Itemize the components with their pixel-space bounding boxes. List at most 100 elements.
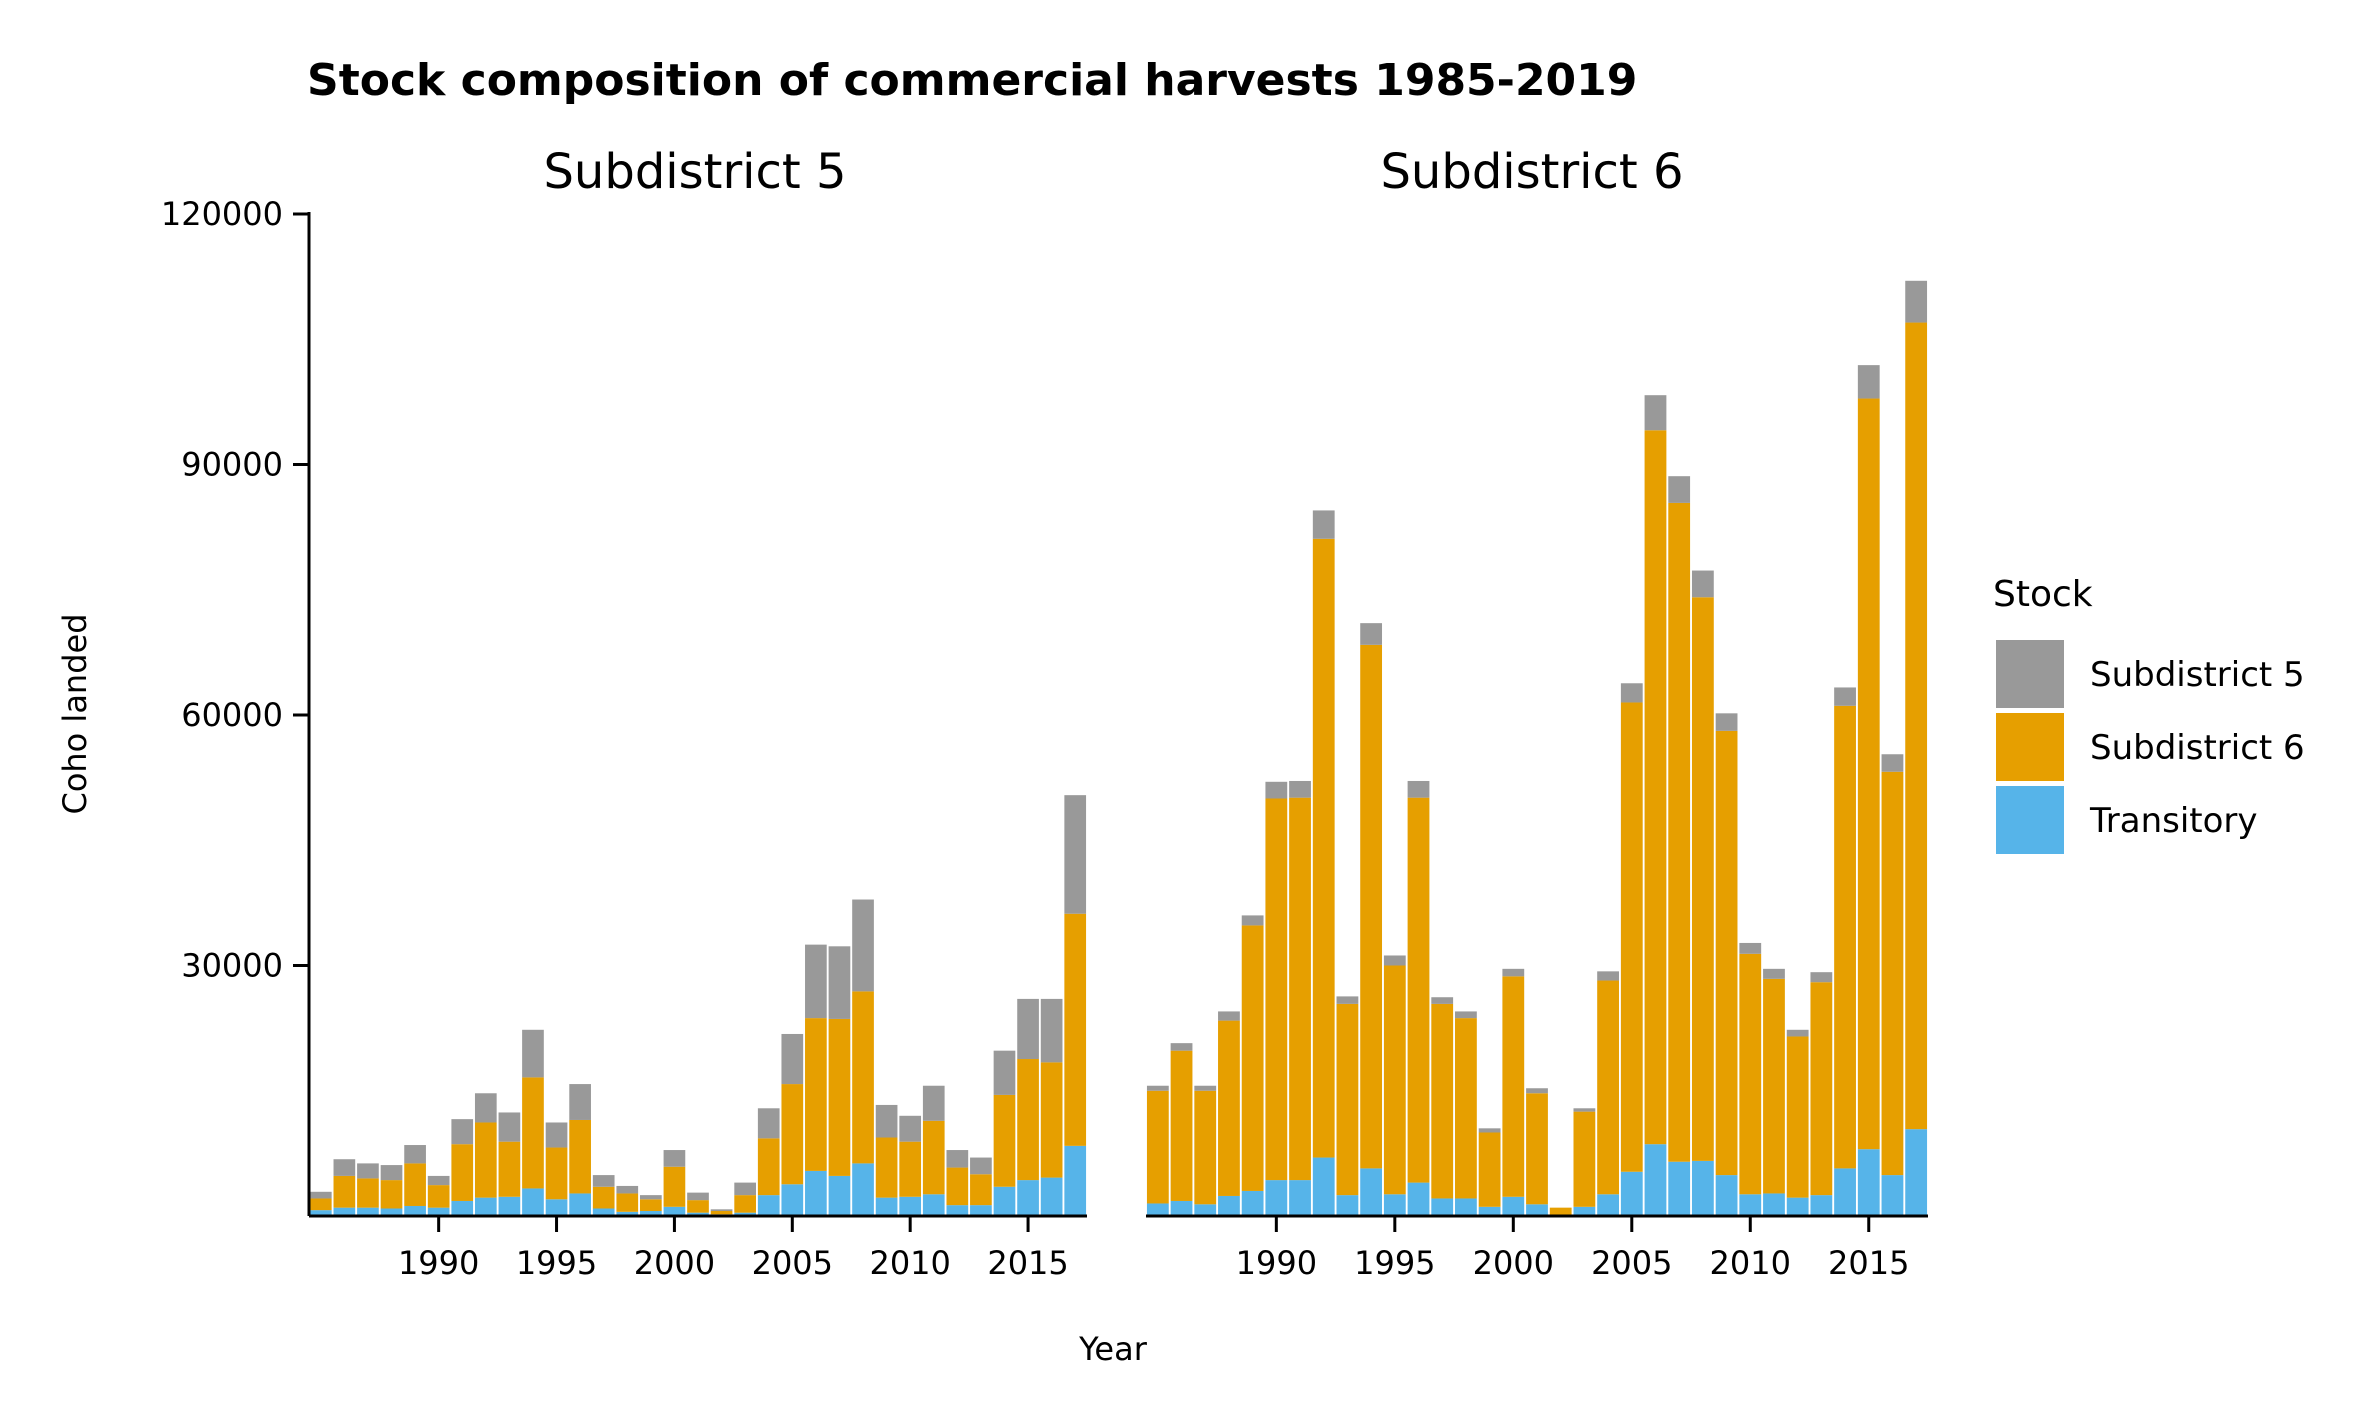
legend-key-subdistrict-6 xyxy=(1996,713,2064,781)
bar-subdistrict-6-2008-subdistrict-5 xyxy=(1691,570,1714,598)
bar-subdistrict-6-1998-subdistrict-6 xyxy=(1455,1018,1477,1199)
bar-subdistrict-6-2017-transitory xyxy=(1905,1129,1928,1216)
bar-subdistrict-5-2010-transitory xyxy=(899,1196,922,1216)
bar-subdistrict-6-2003-transitory xyxy=(1573,1206,1596,1216)
bar-subdistrict-6-1986-transitory xyxy=(1170,1200,1193,1216)
bar-subdistrict-6-1995-subdistrict-6 xyxy=(1383,965,1406,1195)
bar-subdistrict-5-1995-transitory xyxy=(545,1199,568,1216)
bar-subdistrict-5-1985-subdistrict-6 xyxy=(309,1198,332,1211)
legend-label-subdistrict-6: Subdistrict 6 xyxy=(2090,728,2305,768)
bar-subdistrict-5-2006-subdistrict-6 xyxy=(805,1018,827,1171)
bar-subdistrict-6-1988-transitory xyxy=(1218,1195,1240,1216)
bar-subdistrict-6-1990-transitory xyxy=(1265,1180,1288,1216)
bar-subdistrict-5-2013-transitory xyxy=(970,1205,992,1216)
bar-subdistrict-5-1999-transitory xyxy=(640,1210,662,1216)
bar-subdistrict-6-1991-transitory xyxy=(1289,1180,1311,1216)
bar-subdistrict-5-2011-subdistrict-6 xyxy=(922,1120,945,1195)
bar-subdistrict-6-2009-subdistrict-6 xyxy=(1715,730,1738,1176)
bar-subdistrict-5-2002-subdistrict-5 xyxy=(710,1209,733,1211)
bar-subdistrict-6-2016-transitory xyxy=(1881,1175,1904,1216)
bar-subdistrict-5-2015-transitory xyxy=(1017,1180,1039,1216)
bar-subdistrict-5-1990-subdistrict-5 xyxy=(427,1175,450,1186)
bar-subdistrict-5-1996-transitory xyxy=(569,1193,591,1216)
bar-subdistrict-5-1986-subdistrict-5 xyxy=(333,1159,356,1176)
bar-subdistrict-6-1985-subdistrict-5 xyxy=(1146,1085,1169,1091)
bar-subdistrict-5-2012-subdistrict-6 xyxy=(946,1167,969,1206)
axes: 30000 60000 90000 120000 1990 1995 2000 2005 201… xyxy=(161,195,1928,1282)
bar-subdistrict-5-1998-transitory xyxy=(616,1211,639,1216)
bar-subdistrict-5-1999-subdistrict-6 xyxy=(640,1199,662,1211)
bar-subdistrict-6-1998-transitory xyxy=(1455,1198,1477,1216)
bar-subdistrict-5-2017-transitory xyxy=(1064,1145,1087,1216)
bar-subdistrict-5-2001-subdistrict-5 xyxy=(687,1192,709,1201)
bar-subdistrict-5-1992-subdistrict-6 xyxy=(474,1122,497,1198)
bar-subdistrict-5-2004-transitory xyxy=(757,1195,780,1217)
bar-subdistrict-6-2008-subdistrict-6 xyxy=(1691,597,1714,1161)
bar-subdistrict-5-2001-subdistrict-6 xyxy=(687,1200,709,1213)
bar-subdistrict-5-1987-subdistrict-5 xyxy=(357,1163,379,1179)
bar-subdistrict-6-2009-transitory xyxy=(1715,1175,1738,1216)
bar-subdistrict-5-2014-subdistrict-5 xyxy=(993,1050,1016,1095)
bar-subdistrict-6-2006-subdistrict-6 xyxy=(1644,430,1667,1145)
panel-title-subdistrict-6: Subdistrict 6 xyxy=(1380,144,1683,200)
bar-subdistrict-6-2012-subdistrict-6 xyxy=(1786,1036,1809,1198)
bar-subdistrict-5-1986-subdistrict-6 xyxy=(333,1175,356,1208)
bar-subdistrict-6-2000-transitory xyxy=(1502,1196,1525,1216)
bar-subdistrict-6-2000-subdistrict-5 xyxy=(1502,968,1525,977)
bar-subdistrict-6-2001-transitory xyxy=(1526,1204,1548,1216)
bar-subdistrict-5-2017-subdistrict-6 xyxy=(1064,913,1087,1146)
x-tick-label: 2010 xyxy=(1710,1244,1791,1282)
bar-subdistrict-6-2002-subdistrict-6 xyxy=(1549,1207,1572,1216)
bar-subdistrict-5-1993-subdistrict-6 xyxy=(498,1141,521,1197)
bar-subdistrict-6-2001-subdistrict-5 xyxy=(1526,1088,1548,1094)
bar-subdistrict-6-2013-subdistrict-5 xyxy=(1810,972,1833,983)
bar-subdistrict-5-1995-subdistrict-6 xyxy=(545,1147,568,1200)
bar-subdistrict-5-2014-transitory xyxy=(993,1186,1016,1216)
bar-subdistrict-6-1992-subdistrict-6 xyxy=(1312,538,1335,1158)
bar-subdistrict-5-1996-subdistrict-5 xyxy=(569,1084,591,1120)
y-axis-label: Coho landed xyxy=(56,613,94,814)
bar-subdistrict-6-2014-subdistrict-6 xyxy=(1834,705,1856,1169)
bar-subdistrict-5-1991-transitory xyxy=(451,1200,474,1216)
bar-subdistrict-6-1996-subdistrict-6 xyxy=(1407,797,1430,1183)
bar-subdistrict-5-1991-subdistrict-6 xyxy=(451,1144,474,1201)
bar-subdistrict-6-2015-subdistrict-5 xyxy=(1857,365,1880,399)
bar-subdistrict-6-2004-subdistrict-5 xyxy=(1597,971,1619,981)
x-tick-label: 2005 xyxy=(752,1244,833,1282)
bar-subdistrict-5-2000-subdistrict-6 xyxy=(663,1166,686,1207)
y-tick-label: 120000 xyxy=(161,195,283,233)
bar-subdistrict-6-1985-transitory xyxy=(1146,1203,1169,1216)
x-tick-label: 2005 xyxy=(1591,1244,1672,1282)
bar-subdistrict-6-2007-subdistrict-6 xyxy=(1668,502,1691,1162)
bar-subdistrict-6-2015-transitory xyxy=(1857,1149,1880,1216)
x-axis-label: Year xyxy=(1078,1330,1148,1368)
bar-subdistrict-6-2007-transitory xyxy=(1668,1161,1691,1216)
bar-subdistrict-6-2006-transitory xyxy=(1644,1144,1667,1216)
bar-subdistrict-5-2009-subdistrict-5 xyxy=(875,1104,898,1138)
bar-subdistrict-5-2012-transitory xyxy=(946,1205,969,1216)
bar-subdistrict-6-2011-transitory xyxy=(1763,1193,1785,1216)
bar-subdistrict-6-1987-transitory xyxy=(1194,1204,1217,1216)
bar-subdistrict-6-1991-subdistrict-5 xyxy=(1289,780,1311,798)
bar-subdistrict-5-1997-subdistrict-6 xyxy=(592,1186,615,1209)
bar-subdistrict-6-1989-transitory xyxy=(1241,1190,1264,1216)
bar-subdistrict-5-1990-transitory xyxy=(427,1207,450,1216)
bar-subdistrict-5-2005-transitory xyxy=(781,1184,804,1216)
bar-subdistrict-6-1993-transitory xyxy=(1336,1195,1359,1217)
bar-subdistrict-6-2005-subdistrict-5 xyxy=(1620,683,1643,703)
bar-subdistrict-6-1987-subdistrict-6 xyxy=(1194,1090,1217,1205)
bar-subdistrict-6-1998-subdistrict-5 xyxy=(1455,1011,1477,1019)
y-tick-label: 90000 xyxy=(181,446,283,484)
bar-subdistrict-5-1995-subdistrict-5 xyxy=(545,1122,568,1148)
bar-subdistrict-6-1985-subdistrict-6 xyxy=(1146,1090,1169,1204)
x-tick-label: 2015 xyxy=(987,1244,1068,1282)
bar-subdistrict-5-2010-subdistrict-5 xyxy=(899,1115,922,1142)
bar-subdistrict-5-1986-transitory xyxy=(333,1207,356,1216)
bar-subdistrict-5-1992-subdistrict-5 xyxy=(474,1093,497,1123)
bar-subdistrict-5-1997-subdistrict-5 xyxy=(592,1175,615,1187)
bar-subdistrict-6-1987-subdistrict-5 xyxy=(1194,1085,1217,1091)
y-tick-label: 30000 xyxy=(181,947,283,985)
bar-subdistrict-6-1989-subdistrict-6 xyxy=(1241,925,1264,1191)
bar-subdistrict-6-2010-subdistrict-5 xyxy=(1739,942,1762,954)
bar-subdistrict-6-2011-subdistrict-6 xyxy=(1763,978,1785,1194)
